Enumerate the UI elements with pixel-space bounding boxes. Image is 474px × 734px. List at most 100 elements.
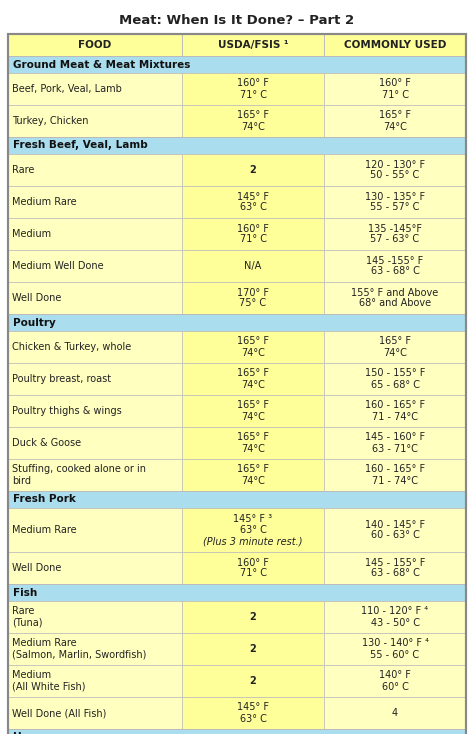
Text: Well Done: Well Done (12, 563, 61, 573)
Text: 2: 2 (250, 676, 256, 686)
Bar (182, 601, 324, 633)
Bar (8, 729, 466, 734)
Text: (Plus 3 minute rest.): (Plus 3 minute rest.) (203, 536, 303, 546)
Text: 165° F: 165° F (379, 111, 411, 120)
Text: 165° F: 165° F (237, 401, 269, 410)
Text: Poultry: Poultry (13, 318, 56, 327)
Text: 43 - 50° C: 43 - 50° C (371, 617, 419, 628)
Bar (324, 395, 466, 427)
Text: 60° C: 60° C (382, 681, 409, 691)
Text: 63° C: 63° C (239, 525, 266, 535)
Bar (182, 250, 324, 282)
Text: USDA/FSIS ¹: USDA/FSIS ¹ (218, 40, 288, 50)
Bar (182, 105, 324, 137)
Text: 74°C: 74°C (383, 347, 407, 357)
Text: Medium: Medium (12, 229, 51, 239)
Text: 74°C: 74°C (241, 347, 265, 357)
Bar (8, 56, 466, 73)
Text: Beef, Pork, Veal, Lamb: Beef, Pork, Veal, Lamb (12, 84, 122, 94)
Bar (182, 427, 324, 459)
Text: Medium Well Done: Medium Well Done (12, 261, 104, 271)
Text: 74°C: 74°C (241, 122, 265, 131)
Text: 74°C: 74°C (241, 443, 265, 454)
Text: 165° F: 165° F (237, 111, 269, 120)
Bar (182, 459, 324, 491)
Text: 63 - 71°C: 63 - 71°C (372, 443, 418, 454)
Text: Poultry thighs & wings: Poultry thighs & wings (12, 406, 122, 416)
Text: 130 - 135° F: 130 - 135° F (365, 192, 425, 202)
Bar (8, 491, 466, 508)
Bar (182, 154, 324, 186)
Bar (182, 633, 324, 665)
Text: 2: 2 (250, 165, 256, 175)
Bar (182, 508, 324, 552)
Text: 160 - 165° F: 160 - 165° F (365, 465, 425, 474)
Bar (8, 218, 182, 250)
Bar (324, 218, 466, 250)
Bar (8, 508, 182, 552)
Text: Rare: Rare (12, 606, 35, 617)
Text: 74°C: 74°C (241, 379, 265, 390)
Text: Medium Rare: Medium Rare (12, 639, 77, 649)
Bar (182, 282, 324, 314)
Text: 68° and Above: 68° and Above (359, 299, 431, 308)
Bar (8, 331, 182, 363)
Text: 55 - 60° C: 55 - 60° C (371, 650, 419, 660)
Text: Ham: Ham (13, 733, 40, 734)
Text: Fresh Pork: Fresh Pork (13, 495, 76, 504)
Text: 60 - 63° C: 60 - 63° C (371, 531, 419, 540)
Text: 65 - 68° C: 65 - 68° C (371, 379, 419, 390)
Text: Chicken & Turkey, whole: Chicken & Turkey, whole (12, 342, 131, 352)
Bar (324, 601, 466, 633)
Text: 140 - 145° F: 140 - 145° F (365, 520, 425, 529)
Text: 160° F: 160° F (237, 223, 269, 233)
Bar (182, 34, 324, 56)
Text: 150 - 155° F: 150 - 155° F (365, 368, 425, 379)
Text: Medium Rare: Medium Rare (12, 525, 77, 535)
Bar (8, 34, 182, 56)
Bar (324, 73, 466, 105)
Text: 71° C: 71° C (239, 569, 266, 578)
Bar (182, 363, 324, 395)
Text: 155° F and Above: 155° F and Above (351, 288, 438, 297)
Text: 63 - 68° C: 63 - 68° C (371, 266, 419, 277)
Text: COMMONLY USED: COMMONLY USED (344, 40, 446, 50)
Bar (8, 665, 182, 697)
Bar (324, 508, 466, 552)
Bar (8, 601, 182, 633)
Text: Turkey, Chicken: Turkey, Chicken (12, 116, 89, 126)
Bar (324, 186, 466, 218)
Text: Fish: Fish (13, 587, 37, 597)
Bar (182, 186, 324, 218)
Text: 145 - 160° F: 145 - 160° F (365, 432, 425, 443)
Bar (8, 73, 182, 105)
Bar (182, 665, 324, 697)
Bar (324, 105, 466, 137)
Text: 145 -155° F: 145 -155° F (366, 255, 424, 266)
Bar (8, 137, 466, 154)
Text: 165° F: 165° F (237, 336, 269, 346)
Bar (8, 697, 182, 729)
Bar (8, 427, 182, 459)
Bar (8, 250, 182, 282)
Text: 75° C: 75° C (239, 299, 266, 308)
Bar (324, 697, 466, 729)
Text: Ground Meat & Meat Mixtures: Ground Meat & Meat Mixtures (13, 59, 191, 70)
Text: 63° C: 63° C (239, 203, 266, 213)
Text: Well Done (All Fish): Well Done (All Fish) (12, 708, 106, 718)
Text: (Salmon, Marlin, Swordfish): (Salmon, Marlin, Swordfish) (12, 650, 146, 660)
Text: 74°C: 74°C (383, 122, 407, 131)
Bar (324, 34, 466, 56)
Text: 145 - 155° F: 145 - 155° F (365, 558, 425, 567)
Text: bird: bird (12, 476, 31, 485)
Text: Well Done: Well Done (12, 293, 61, 303)
Bar (324, 250, 466, 282)
Text: 57 - 63° C: 57 - 63° C (371, 234, 419, 244)
Text: 160° F: 160° F (237, 79, 269, 89)
Bar (324, 459, 466, 491)
Text: 170° F: 170° F (237, 288, 269, 297)
Text: 110 - 120° F ⁴: 110 - 120° F ⁴ (362, 606, 428, 617)
Bar (8, 314, 466, 331)
Bar (8, 186, 182, 218)
Text: 71° C: 71° C (239, 234, 266, 244)
